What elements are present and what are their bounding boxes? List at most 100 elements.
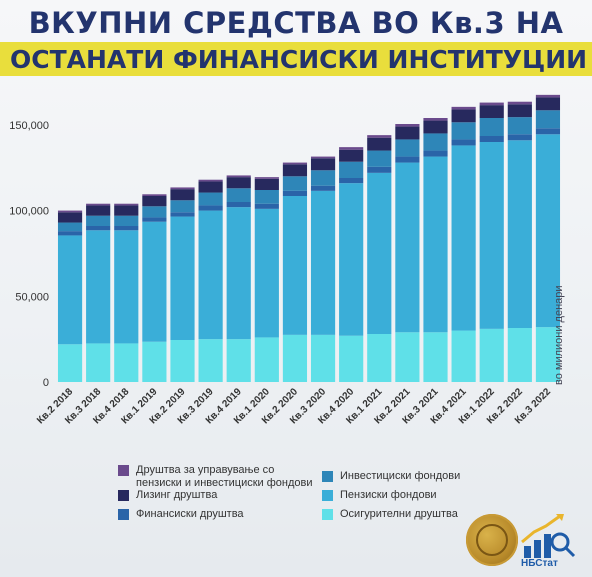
bar-segment [170, 187, 195, 190]
bar-segment [86, 343, 111, 382]
bar-segment [226, 177, 251, 189]
bar-segment [507, 104, 532, 118]
bar-segment [479, 105, 504, 118]
bar-segment [254, 208, 279, 338]
bar-segment [226, 188, 251, 202]
legend: Друштва за управување со пензиски и инве… [118, 464, 478, 534]
bar-segment [170, 216, 195, 340]
bar-segment [114, 230, 139, 344]
bar-segment [395, 139, 420, 157]
bar-segment [142, 221, 167, 342]
bar-segment [507, 140, 532, 328]
legend-item-investment-funds: Инвестициски фондови [322, 470, 460, 483]
bar-segment [423, 332, 448, 382]
bar-segment [226, 202, 251, 208]
bar-segment [339, 335, 364, 382]
bar-segment [114, 203, 139, 206]
bar-segment [367, 334, 392, 382]
bar-segment [198, 181, 223, 193]
bar-segment [339, 161, 364, 178]
bar-segment [57, 344, 83, 382]
bar-segment [114, 343, 139, 382]
bar-segment [86, 205, 111, 216]
bar-segment [479, 118, 504, 136]
legend-item-pension-funds: Пензиски фондови [322, 489, 437, 502]
bar-segment [535, 327, 561, 382]
bar-segment [142, 194, 167, 196]
bar-segment [507, 328, 532, 382]
legend-swatch [322, 490, 333, 501]
legend-label: Друштва за управување со пензиски и инве… [136, 464, 313, 489]
bar-segment [310, 170, 336, 186]
legend-label: Лизинг друштва [136, 489, 218, 501]
bar-segment [198, 205, 223, 211]
bar-segment [142, 196, 167, 207]
unit-label: во милиони денари [553, 285, 565, 385]
bar-segment [170, 340, 195, 382]
bar-segment [86, 215, 111, 226]
legend-label: Осигурителни друштва [340, 508, 458, 520]
bar-segment [254, 337, 279, 382]
bar-segment [451, 145, 476, 331]
bar-segment [57, 212, 83, 223]
nbstat-logo-text: НБСтат [521, 558, 558, 569]
bar-segment [423, 156, 448, 333]
bar-segment [310, 185, 336, 191]
bar-segment [339, 149, 364, 162]
chart-title-line1: ВКУПНИ СРЕДСТВА ВО Кв.3 НА [28, 6, 564, 40]
y-tick-label: 150,000 [9, 120, 49, 132]
bar-segment [198, 339, 223, 382]
bar-segment [170, 212, 195, 217]
legend-swatch [118, 509, 129, 520]
y-tick-label: 50,000 [15, 291, 49, 303]
bar-segment [310, 158, 336, 171]
bar-segment [339, 178, 364, 184]
bar-segment [198, 210, 223, 340]
bar-segment [367, 135, 392, 138]
bar-segment [479, 328, 504, 382]
legend-label: Финансиски друштва [136, 508, 244, 520]
bar-segment [395, 126, 420, 140]
bar-segment [367, 166, 392, 173]
nbrm-coin-logo [466, 514, 518, 566]
bar-segment [254, 203, 279, 209]
bar-segment [451, 330, 476, 382]
bar-segment [57, 235, 83, 345]
bar-segment [142, 206, 167, 218]
bar-segment [282, 162, 308, 165]
bar-segment [142, 217, 167, 222]
bar-segment [479, 142, 504, 329]
bar-segment [367, 172, 392, 334]
bar-segment [451, 109, 476, 123]
bar-segment [310, 156, 336, 159]
bar-segment [86, 203, 111, 206]
bar-segment [535, 134, 561, 328]
bar-segment [57, 231, 83, 236]
bar-segment [535, 97, 561, 111]
bar-segment [254, 177, 279, 179]
bar-segment [451, 139, 476, 146]
bar-segment [198, 192, 223, 206]
bar-segment [423, 120, 448, 134]
bar-segment [339, 147, 364, 150]
legend-swatch [118, 490, 129, 501]
bar-segment [226, 175, 251, 178]
bar-segment [254, 178, 279, 190]
legend-label: Пензиски фондови [340, 489, 437, 501]
y-tick-label: 0 [43, 377, 49, 389]
bar-segment [423, 118, 448, 121]
bar-segment [170, 189, 195, 201]
bar-segment [423, 150, 448, 157]
bar-segment [395, 162, 420, 333]
bar-segment [282, 190, 308, 196]
bar-segment [57, 210, 83, 213]
bar-segment [451, 122, 476, 140]
bar-segment [86, 230, 111, 344]
legend-label: Инвестициски фондови [340, 470, 461, 482]
chart-title-line2: ОСТАНАТИ ФИНАНСИСКИ ИНСТИТУЦИИ [0, 42, 592, 76]
bar-segment [479, 136, 504, 142]
bar-segment [395, 156, 420, 163]
bar-segment [395, 332, 420, 382]
bar-segment [282, 196, 308, 335]
